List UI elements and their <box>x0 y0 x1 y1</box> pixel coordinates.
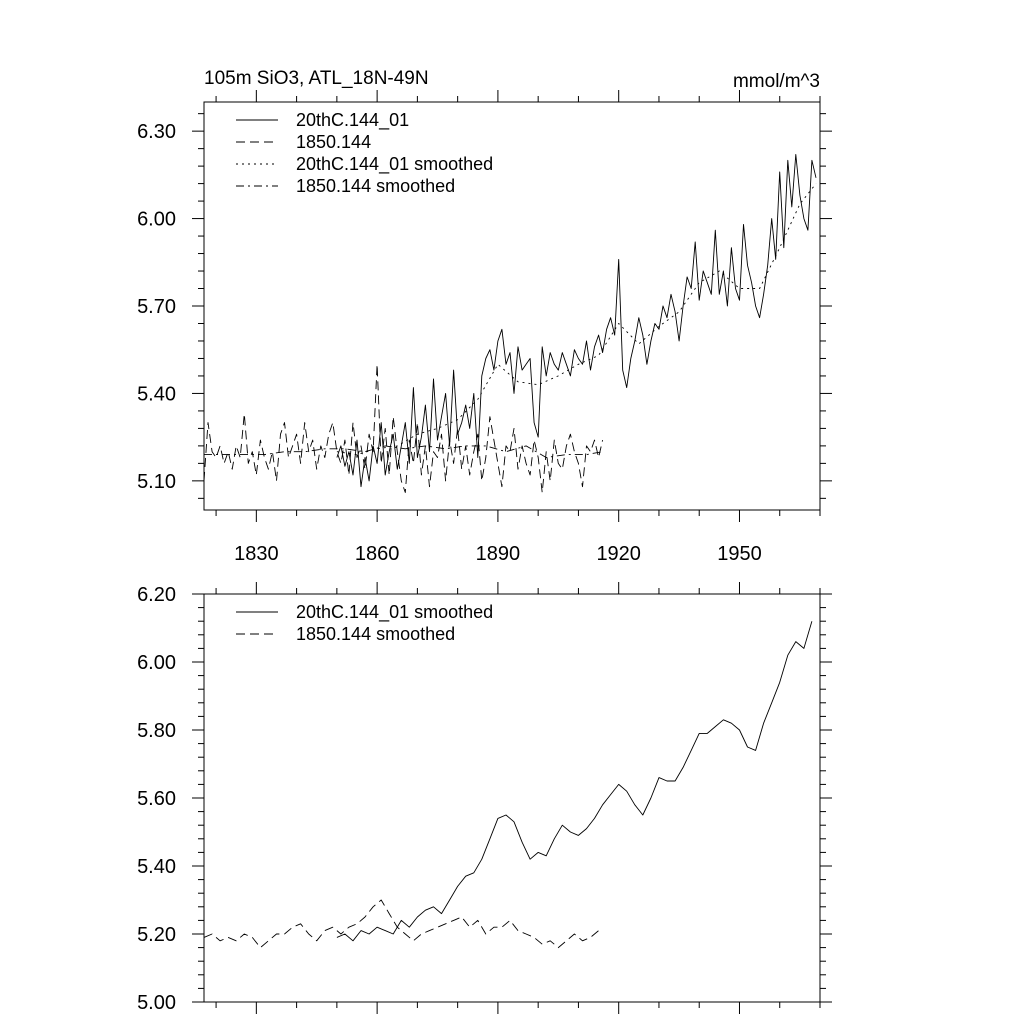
y-tick-label: 5.40 <box>137 383 176 405</box>
series-line-1-0 <box>336 621 813 942</box>
y-tick-label: 5.10 <box>137 471 176 493</box>
chart-units: mmol/m^3 <box>733 71 820 92</box>
series-line-0-1 <box>203 363 604 493</box>
x-tick-label: 1860 <box>355 543 400 565</box>
x-tick-label: 1920 <box>596 543 641 565</box>
x-tick-label: 1890 <box>476 543 521 565</box>
x-tick-label: 1950 <box>717 543 762 565</box>
y-tick-label: 5.60 <box>137 788 176 810</box>
bottom-panel-series <box>203 621 813 949</box>
legend-label: 20thC.144_01 smoothed <box>296 154 493 175</box>
legend-label: 1850.144 <box>296 132 371 152</box>
legend-label: 1850.144 smoothed <box>296 176 455 196</box>
legend-label: 1850.144 smoothed <box>296 624 455 644</box>
bottom-panel-ticks: 5.00 5.20 5.40 5.60 5.80 6.00 6.20 <box>137 582 832 1014</box>
top-panel-ticks: 5.10 5.40 5.70 6.00 6.30 1830 1860 1890 1920 1950 <box>137 90 832 565</box>
y-tick-label: 6.00 <box>137 652 176 674</box>
y-tick-label: 5.40 <box>137 856 176 878</box>
y-tick-label: 5.00 <box>137 992 176 1014</box>
top-panel: 105m SiO3, ATL_18N-49N mmol/m^3 5.10 5.40… <box>137 68 832 565</box>
legend-label: 20thC.144_01 smoothed <box>296 602 493 623</box>
y-tick-label: 6.00 <box>137 209 176 231</box>
x-tick-label: 1830 <box>234 543 279 565</box>
series-line-0-2 <box>336 183 817 456</box>
legend-label: 20thC.144_01 <box>296 110 409 131</box>
chart-title: 105m SiO3, ATL_18N-49N <box>204 68 429 89</box>
top-plot-frame <box>203 101 821 511</box>
bottom-plot-frame <box>203 593 821 1003</box>
top-panel-series <box>203 154 817 493</box>
bottom-panel: 5.00 5.20 5.40 5.60 5.80 6.00 6.20 20thC.144_0… <box>137 582 832 1014</box>
y-tick-label: 5.20 <box>137 924 176 946</box>
y-tick-label: 6.20 <box>137 584 176 606</box>
y-tick-label: 6.30 <box>137 121 176 143</box>
series-line-0-3 <box>204 445 603 458</box>
series-line-0-0 <box>336 154 817 488</box>
y-tick-label: 5.70 <box>137 296 176 318</box>
y-tick-label: 5.80 <box>137 720 176 742</box>
